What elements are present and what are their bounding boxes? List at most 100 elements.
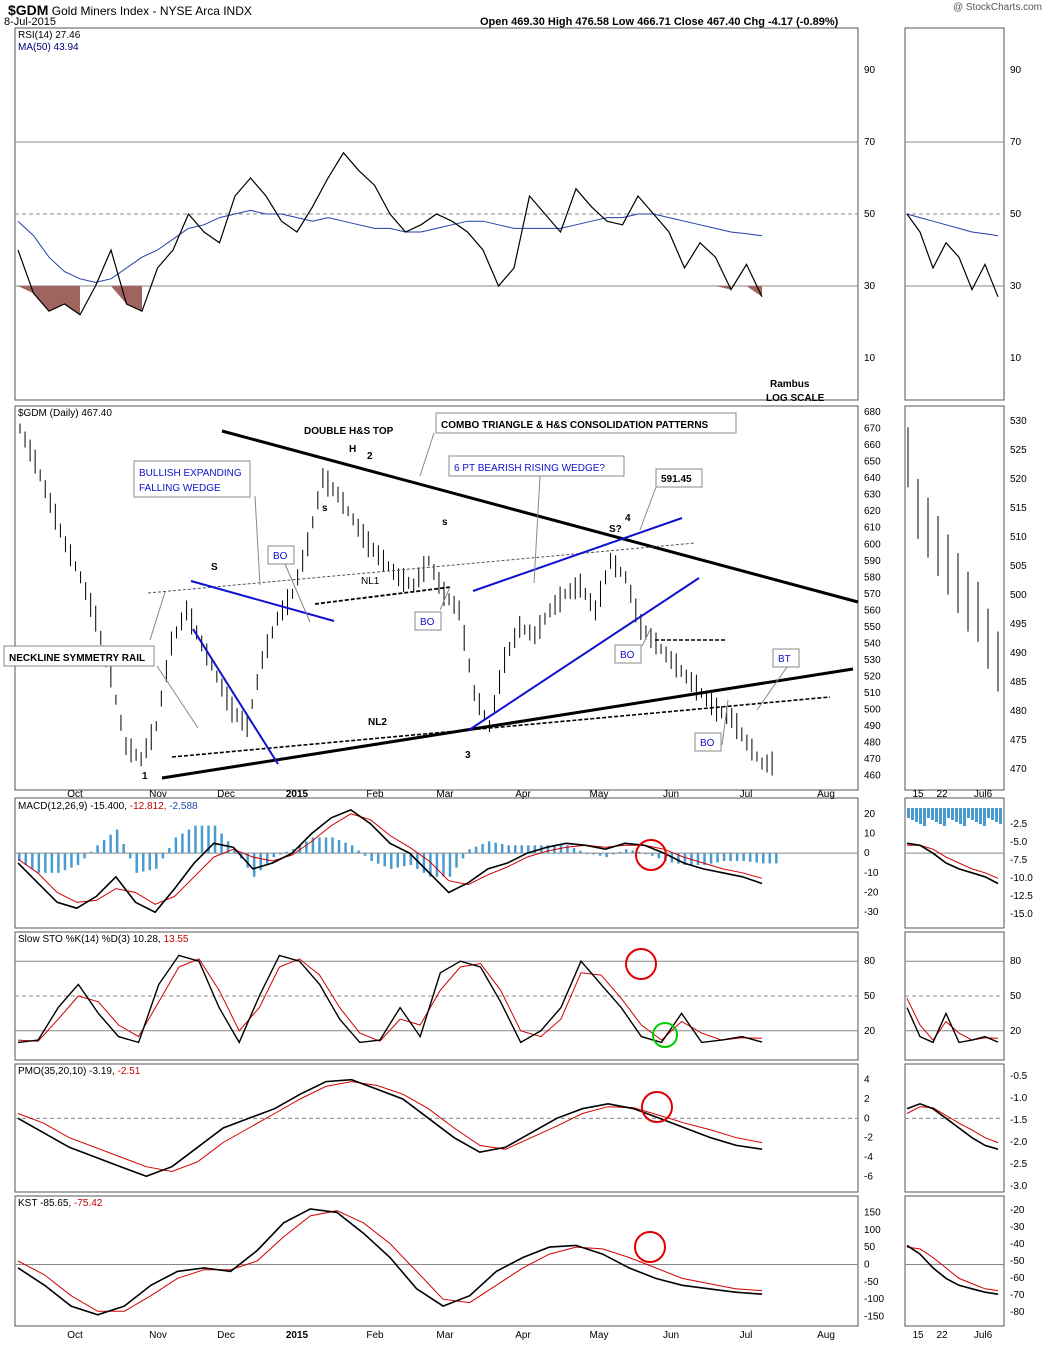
pmo-red-circle [641, 1091, 673, 1123]
pmo-ytick: -2 [864, 1133, 873, 1144]
macd-histogram-bar [703, 853, 706, 865]
macd-histogram-bar [546, 845, 550, 854]
macd-side-ytick: -15.0 [1010, 909, 1033, 920]
bo-label-2: BO [420, 617, 435, 628]
macd-histogram-bar [461, 853, 465, 859]
kst-ytick: 50 [864, 1242, 876, 1253]
price-ytick: 650 [864, 457, 881, 468]
macd-histogram-bar [279, 853, 282, 855]
neckline-nl1-upper [147, 542, 696, 594]
macd-side-histogram-bar [959, 808, 962, 824]
macd-histogram-bar [128, 853, 132, 859]
macd-side-histogram-bar [979, 808, 982, 824]
neckline-rail-label-box [3, 645, 155, 667]
price-ytick: 500 [864, 705, 881, 716]
pmo-side-ytick: -2.0 [1010, 1137, 1028, 1148]
macd-histogram-bar [566, 845, 569, 854]
bottom-xtick: Nov [149, 1330, 167, 1341]
price-ytick: 470 [864, 754, 881, 765]
macd-side-signal-line [907, 844, 999, 879]
macd-histogram-bar [155, 853, 158, 869]
macd-histogram-bar [24, 853, 28, 865]
macd-side-histogram-bar [939, 808, 942, 824]
instrument-name: Gold Miners Index - NYSE Arca INDX [51, 4, 252, 18]
bt-label: BT [778, 654, 791, 665]
macd-histogram-bar [383, 853, 386, 867]
triangle-bottom-line [161, 667, 854, 780]
macd-side-histogram-bar [967, 808, 970, 818]
macd-histogram-bar [357, 850, 360, 854]
pmo-side-ytick: -3.0 [1010, 1181, 1028, 1192]
macd-side-histogram-bar [911, 808, 914, 820]
sto-d-line [17, 958, 763, 1042]
macd-line [17, 808, 763, 914]
s-small-label-1: s [322, 503, 328, 514]
macd-side-line [906, 842, 999, 885]
macd-histogram-bar [135, 853, 138, 873]
pmo-legend: PMO(35,20,10) -3.19, -2.51 [18, 1066, 140, 1077]
macd-histogram-bar [194, 825, 197, 854]
ohlc-summary: Open 469.30 High 476.58 Low 466.71 Close… [480, 16, 839, 28]
macd-side-histogram-bar [927, 808, 930, 818]
macd-red-circle [635, 839, 667, 871]
rsi-oversold-fill [64, 286, 80, 315]
price-ytick: 570 [864, 589, 881, 600]
kst-ytick: 150 [864, 1207, 881, 1218]
macd-histogram-bar [174, 837, 178, 854]
macd-side-ytick: -7.5 [1010, 855, 1028, 866]
macd-side-histogram-bar [915, 808, 918, 822]
price-ytick: 530 [864, 655, 881, 666]
macd-histogram-bar [644, 853, 648, 855]
wedge-lower-line [192, 628, 279, 765]
macd-histogram-bar [122, 843, 125, 854]
macd-histogram-bar [76, 853, 80, 865]
source-credit: @ StockCharts.com [952, 2, 1042, 13]
price-xtick: Oct [67, 789, 83, 800]
sto-ytick: 50 [864, 991, 876, 1002]
callout-pointer [149, 591, 166, 641]
rsi-ytick: 70 [864, 137, 876, 148]
rsi-oversold-fill [49, 286, 65, 312]
macd-histogram-bar [559, 845, 563, 854]
macd-histogram-bar [494, 842, 497, 854]
macd-histogram-bar [722, 853, 726, 862]
sto-k-line [17, 954, 763, 1044]
macd-histogram-bar [200, 825, 204, 854]
macd-histogram-bar [775, 853, 778, 864]
combo-label: COMBO TRIANGLE & H&S CONSOLIDATION PATTE… [441, 420, 709, 431]
kst-side-ytick: -50 [1010, 1256, 1025, 1267]
kst-line [17, 1208, 763, 1316]
macd-histogram-bar [762, 853, 765, 864]
pmo-legend-v2: -2.51 [117, 1066, 141, 1077]
macd-histogram-bar [507, 845, 510, 854]
rsi-oversold-fill [18, 286, 34, 294]
macd-side-histogram-bar [931, 808, 934, 820]
macd-histogram-bar [533, 845, 537, 854]
macd-ytick: 10 [864, 829, 876, 840]
kst-side-ytick: -30 [1010, 1222, 1025, 1233]
panel-frame-4 [14, 1063, 859, 1193]
rsi-ytick: 30 [864, 281, 876, 292]
neckline-rail-label: NECKLINE SYMMETRY RAIL [9, 653, 145, 664]
nl1-label: NL1 [361, 576, 380, 587]
double-hs-label: DOUBLE H&S TOP [304, 426, 394, 437]
macd-histogram-bar [514, 845, 517, 854]
bottom-xtick: Oct [67, 1330, 83, 1341]
macd-histogram-bar [50, 853, 54, 873]
bullish-wedge-label-1: BULLISH EXPANDING [139, 468, 242, 479]
kst-side-ytick: -70 [1010, 1290, 1025, 1301]
macd-histogram-bar [246, 853, 249, 868]
macd-side-histogram-bar [955, 808, 958, 822]
kst-legend-label: KST [18, 1198, 38, 1209]
bo-label-4-box [694, 732, 722, 752]
log-scale-label: LOG SCALE [766, 393, 825, 404]
bottom-xtick: Jul [740, 1330, 753, 1341]
macd-side-histogram-bar [975, 808, 978, 822]
macd-histogram-bar [572, 847, 576, 854]
sto-legend-v1: 10.28, [132, 934, 161, 945]
price-side-ytick: 495 [1010, 619, 1027, 630]
macd-histogram-bar [44, 853, 47, 873]
kst-ytick: -150 [864, 1312, 884, 1323]
bottom-xtick: Feb [366, 1330, 384, 1341]
kst-side-ytick: -60 [1010, 1273, 1025, 1284]
